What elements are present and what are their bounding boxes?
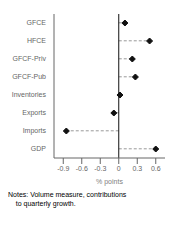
svg-text:-0.3: -0.3 [94, 165, 106, 172]
svg-text:0: 0 [117, 165, 121, 172]
html-text:Notes: Volume measure, contrib: Notes: Volume measure, contributions to … [8, 191, 127, 207]
svg-text:GDP: GDP [31, 145, 47, 152]
svg-text:HFCE: HFCE [27, 37, 46, 44]
svg-text:GFCF-Pub: GFCF-Pub [12, 73, 46, 80]
svg-text:0.3: 0.3 [132, 165, 142, 172]
svg-text:% points: % points [96, 178, 123, 186]
svg-text:Imports: Imports [23, 127, 47, 135]
svg-text:GFCF-Priv: GFCF-Priv [13, 55, 47, 62]
svg-text:0.6: 0.6 [151, 165, 161, 172]
svg-text:-0.6: -0.6 [76, 165, 88, 172]
svg-text:Exports: Exports [22, 109, 46, 117]
svg-text:-0.9: -0.9 [57, 165, 69, 172]
svg-text:GFCE: GFCE [27, 19, 47, 26]
svg-text:Inventories: Inventories [12, 91, 47, 98]
